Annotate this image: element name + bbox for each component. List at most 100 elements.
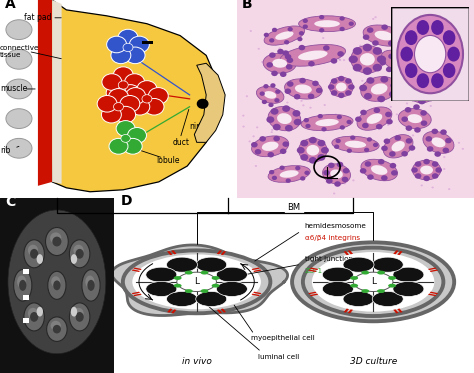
Bar: [217, 309, 222, 313]
Ellipse shape: [345, 141, 366, 148]
Circle shape: [418, 59, 420, 62]
Ellipse shape: [6, 138, 32, 158]
Circle shape: [146, 281, 177, 297]
Circle shape: [350, 276, 358, 280]
Circle shape: [345, 78, 352, 84]
Circle shape: [353, 272, 393, 291]
Circle shape: [260, 91, 265, 96]
Circle shape: [401, 151, 408, 157]
Circle shape: [242, 115, 245, 117]
Circle shape: [388, 276, 396, 280]
Circle shape: [405, 63, 418, 78]
Circle shape: [318, 140, 325, 147]
Circle shape: [429, 105, 432, 107]
Circle shape: [348, 22, 354, 26]
Text: C: C: [6, 195, 16, 210]
Circle shape: [129, 36, 149, 53]
Circle shape: [282, 105, 290, 112]
Circle shape: [285, 54, 292, 60]
Ellipse shape: [82, 270, 100, 301]
Circle shape: [418, 95, 420, 98]
Circle shape: [285, 125, 293, 132]
Circle shape: [294, 94, 301, 100]
Bar: [428, 267, 437, 270]
Text: L: L: [194, 278, 199, 286]
Text: lobule: lobule: [156, 156, 180, 164]
Circle shape: [426, 49, 432, 55]
Ellipse shape: [85, 276, 94, 288]
Circle shape: [337, 162, 343, 167]
Circle shape: [295, 166, 301, 170]
Ellipse shape: [256, 87, 284, 103]
Circle shape: [256, 126, 258, 128]
Circle shape: [431, 129, 438, 134]
Circle shape: [380, 76, 388, 83]
Circle shape: [377, 289, 385, 293]
Ellipse shape: [69, 240, 90, 268]
Circle shape: [126, 88, 146, 104]
Circle shape: [271, 70, 278, 76]
Circle shape: [280, 72, 287, 77]
Circle shape: [340, 49, 343, 51]
Circle shape: [360, 168, 366, 173]
Ellipse shape: [6, 50, 32, 69]
Circle shape: [36, 254, 43, 264]
Circle shape: [313, 137, 315, 139]
Circle shape: [252, 135, 255, 137]
Circle shape: [374, 57, 376, 59]
Bar: [252, 294, 260, 296]
Circle shape: [393, 281, 424, 297]
Circle shape: [146, 267, 177, 282]
Bar: [310, 294, 318, 296]
Circle shape: [438, 68, 441, 69]
Circle shape: [417, 65, 424, 70]
Circle shape: [270, 83, 275, 88]
Circle shape: [414, 127, 421, 133]
Circle shape: [338, 93, 345, 98]
Bar: [344, 308, 349, 313]
Circle shape: [398, 35, 405, 41]
Bar: [167, 251, 173, 255]
Text: A: A: [5, 0, 16, 11]
Circle shape: [409, 145, 415, 151]
Ellipse shape: [415, 85, 428, 96]
Circle shape: [318, 114, 323, 118]
Bar: [252, 267, 260, 270]
Circle shape: [445, 138, 452, 143]
Ellipse shape: [262, 142, 279, 151]
Circle shape: [287, 57, 293, 63]
Circle shape: [346, 120, 352, 124]
Circle shape: [462, 148, 464, 150]
Circle shape: [431, 73, 444, 88]
Circle shape: [211, 276, 219, 280]
Text: muscle: muscle: [0, 84, 27, 94]
Circle shape: [267, 152, 274, 157]
Circle shape: [373, 149, 375, 151]
Circle shape: [331, 90, 337, 96]
Circle shape: [440, 49, 447, 55]
Circle shape: [432, 173, 438, 179]
Circle shape: [448, 188, 450, 190]
Circle shape: [385, 112, 392, 117]
Circle shape: [301, 140, 308, 147]
Ellipse shape: [6, 79, 32, 99]
Circle shape: [418, 98, 426, 104]
Circle shape: [116, 120, 135, 137]
Bar: [132, 292, 140, 294]
Bar: [217, 250, 222, 254]
Circle shape: [337, 115, 342, 119]
Circle shape: [368, 141, 371, 144]
Circle shape: [173, 276, 182, 280]
Circle shape: [113, 67, 133, 84]
Ellipse shape: [408, 79, 436, 103]
Circle shape: [359, 45, 362, 47]
Circle shape: [395, 28, 402, 33]
Circle shape: [326, 178, 333, 184]
Circle shape: [271, 108, 279, 115]
Bar: [23, 318, 29, 323]
Polygon shape: [194, 63, 225, 142]
Circle shape: [280, 166, 285, 170]
Circle shape: [365, 161, 371, 167]
Circle shape: [443, 30, 456, 45]
Text: duct: duct: [173, 138, 190, 147]
